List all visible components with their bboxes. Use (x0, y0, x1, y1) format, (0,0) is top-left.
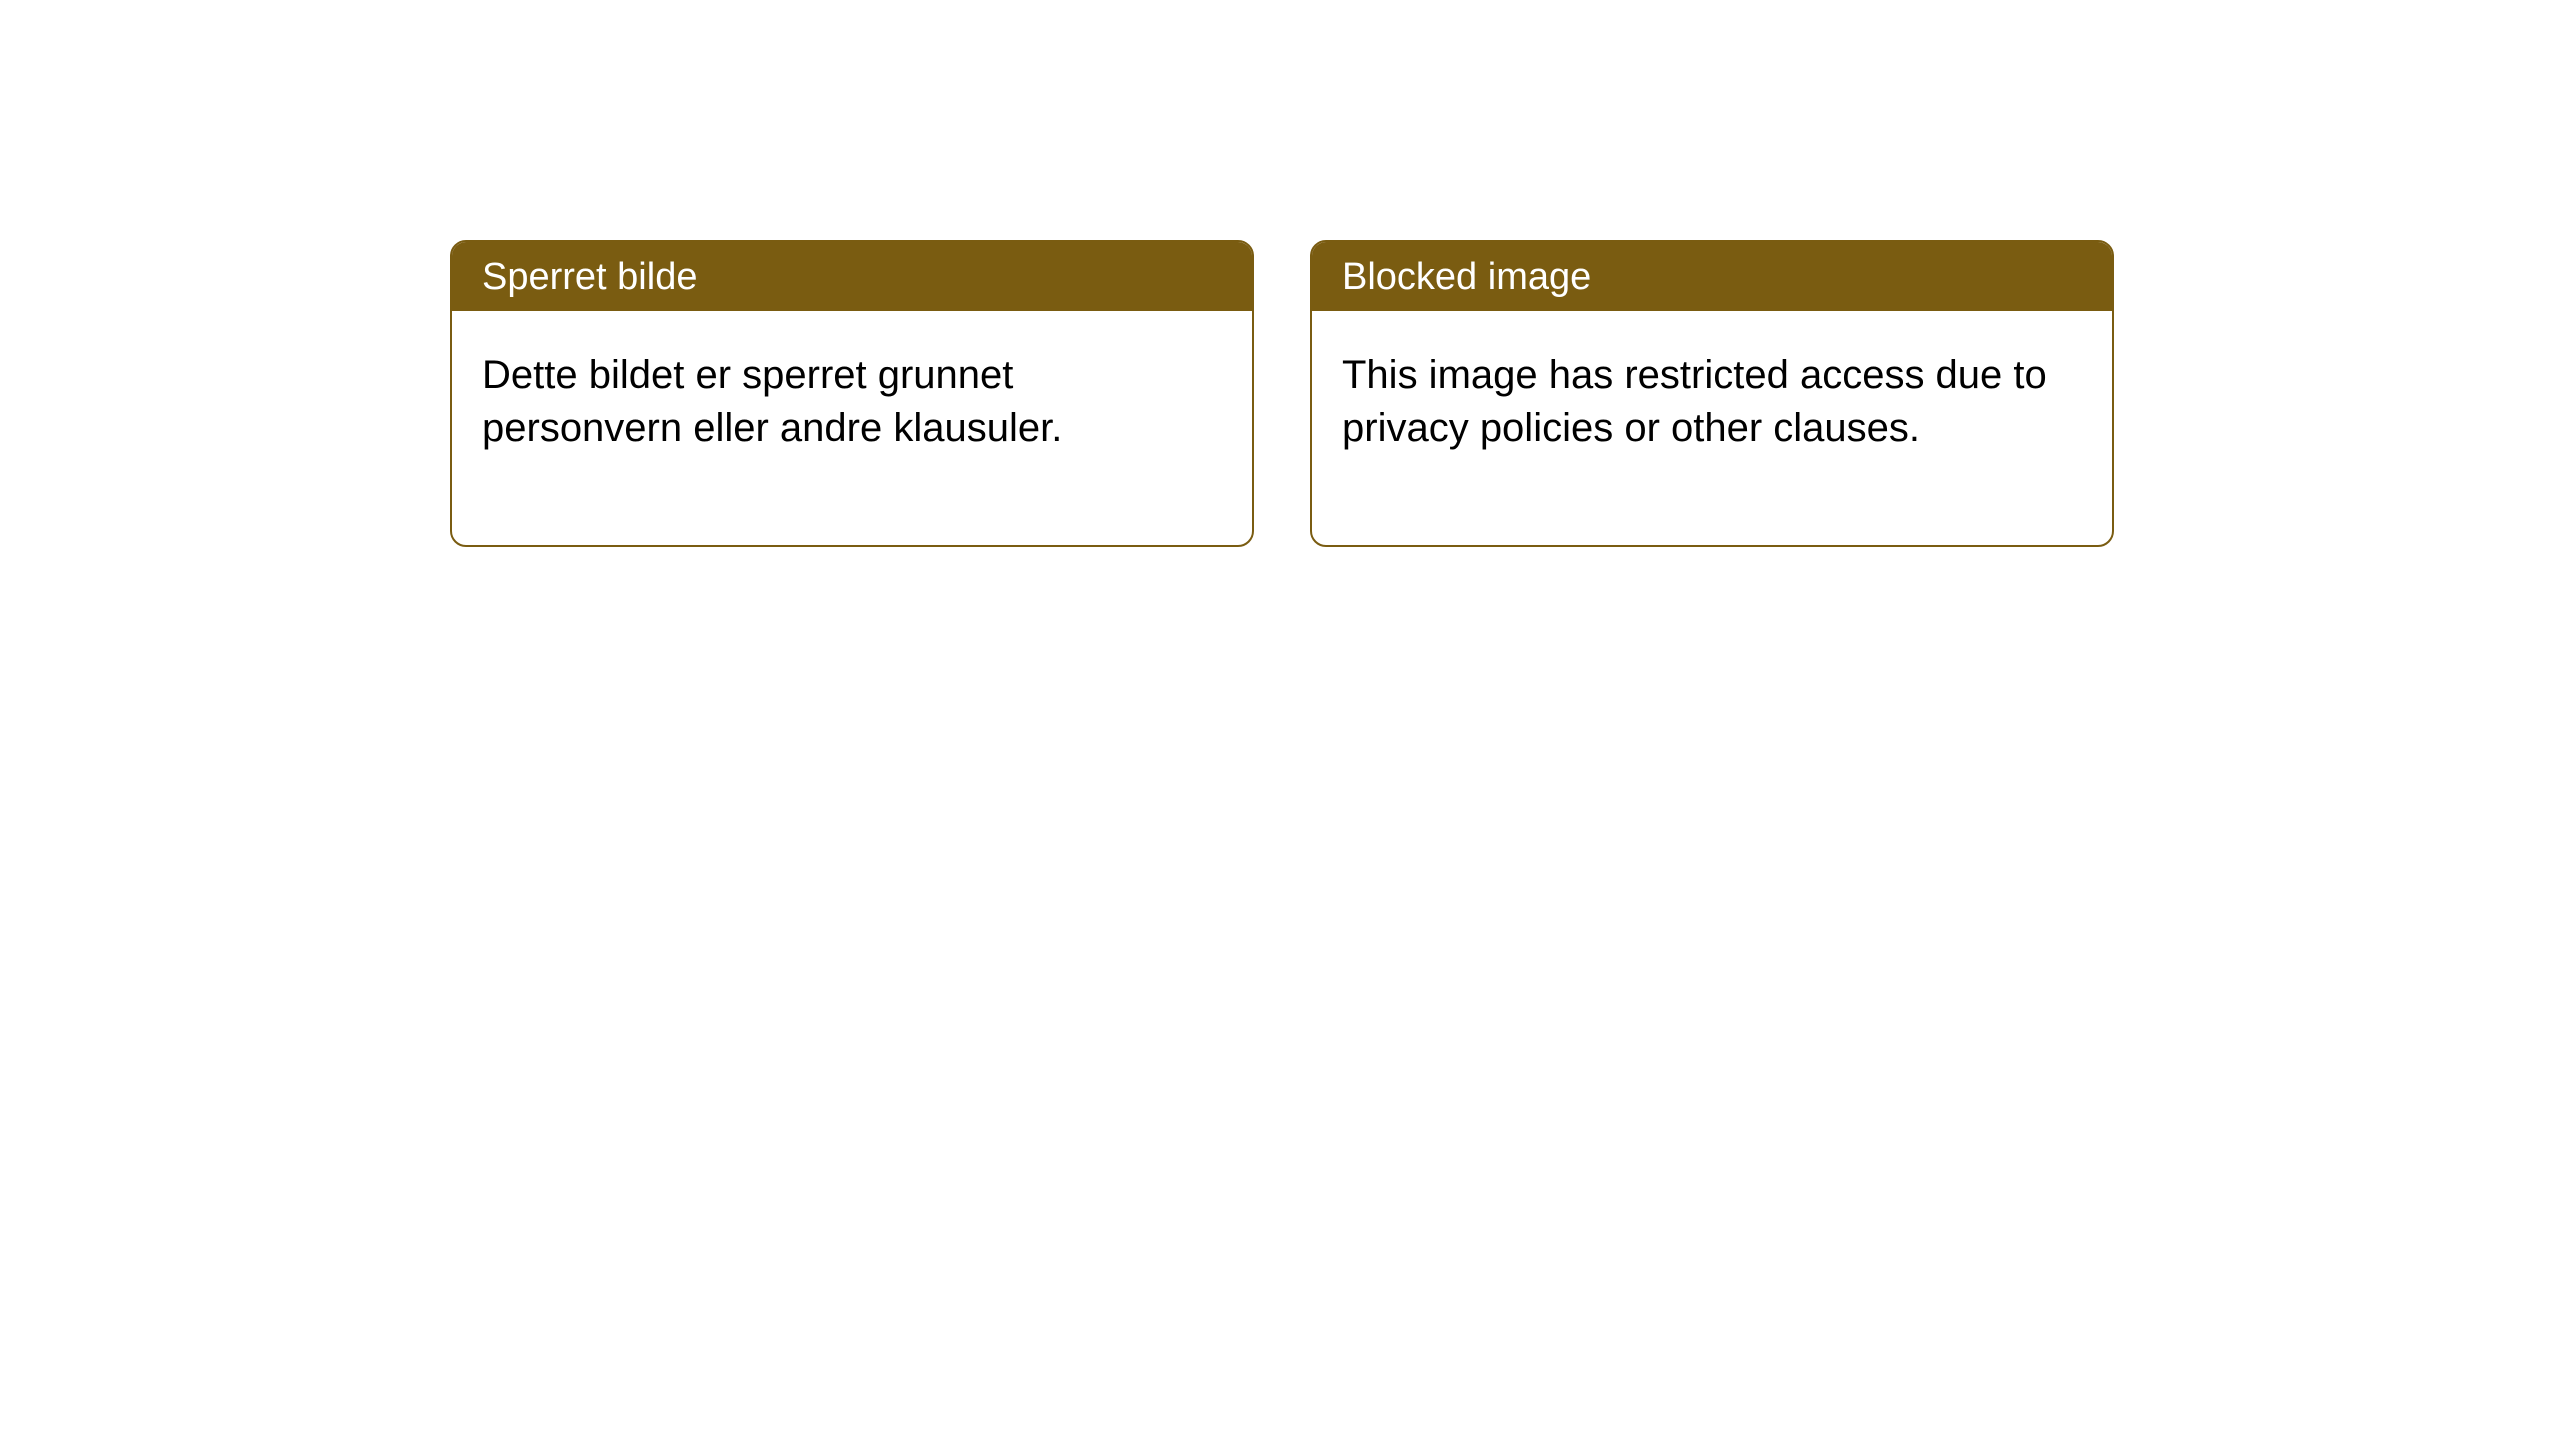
notice-card-english: Blocked image This image has restricted … (1310, 240, 2114, 547)
notice-card-body: Dette bildet er sperret grunnet personve… (452, 311, 1252, 545)
notice-card-body: This image has restricted access due to … (1312, 311, 2112, 545)
notice-container: Sperret bilde Dette bildet er sperret gr… (450, 240, 2114, 547)
notice-card-title: Sperret bilde (452, 242, 1252, 311)
notice-card-norwegian: Sperret bilde Dette bildet er sperret gr… (450, 240, 1254, 547)
notice-card-title: Blocked image (1312, 242, 2112, 311)
